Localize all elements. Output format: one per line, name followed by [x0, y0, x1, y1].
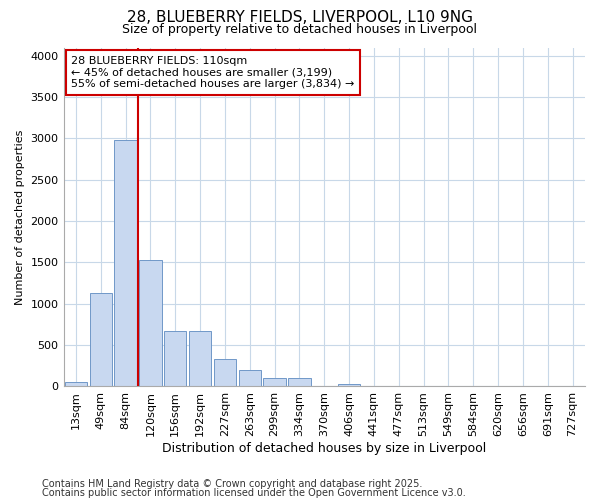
Text: Size of property relative to detached houses in Liverpool: Size of property relative to detached ho…: [122, 22, 478, 36]
Bar: [338, 384, 360, 386]
X-axis label: Distribution of detached houses by size in Liverpool: Distribution of detached houses by size …: [162, 442, 487, 455]
Bar: [89, 293, 112, 386]
Y-axis label: Number of detached properties: Number of detached properties: [15, 130, 25, 304]
Bar: [263, 378, 286, 386]
Bar: [288, 378, 311, 386]
Text: Contains HM Land Registry data © Crown copyright and database right 2025.: Contains HM Land Registry data © Crown c…: [42, 479, 422, 489]
Bar: [189, 331, 211, 386]
Bar: [139, 260, 161, 386]
Text: 28, BLUEBERRY FIELDS, LIVERPOOL, L10 9NG: 28, BLUEBERRY FIELDS, LIVERPOOL, L10 9NG: [127, 10, 473, 25]
Text: 28 BLUEBERRY FIELDS: 110sqm
← 45% of detached houses are smaller (3,199)
55% of : 28 BLUEBERRY FIELDS: 110sqm ← 45% of det…: [71, 56, 355, 89]
Bar: [115, 140, 137, 386]
Bar: [164, 331, 187, 386]
Text: Contains public sector information licensed under the Open Government Licence v3: Contains public sector information licen…: [42, 488, 466, 498]
Bar: [65, 382, 87, 386]
Bar: [214, 359, 236, 386]
Bar: [239, 370, 261, 386]
